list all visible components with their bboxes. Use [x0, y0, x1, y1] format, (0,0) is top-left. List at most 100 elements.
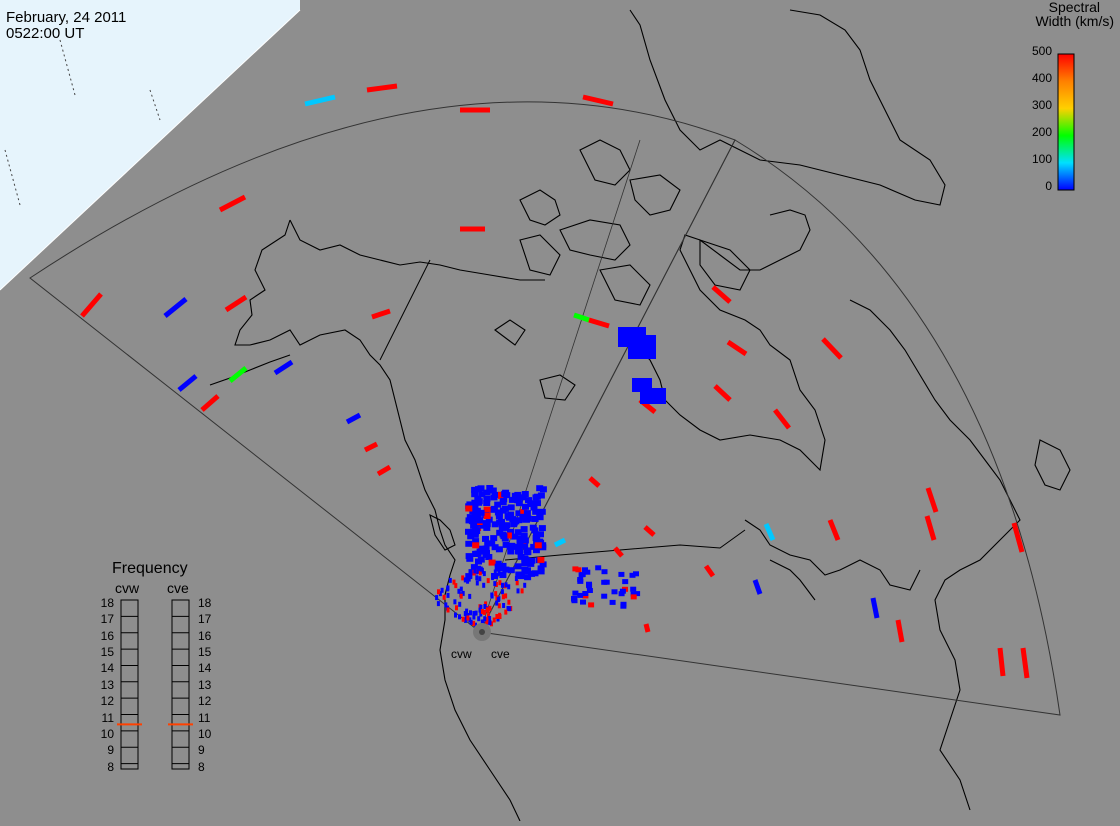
scatter-cell	[436, 601, 440, 607]
scatter-cell	[502, 541, 510, 548]
colorbar-tick-0: 0	[1045, 179, 1052, 193]
scatter-cell	[496, 597, 500, 603]
scatter-cell	[533, 493, 541, 500]
scatter-cell	[514, 548, 522, 555]
scatter-cell	[531, 516, 539, 522]
scatter-cell	[601, 569, 608, 575]
scatter-cell	[475, 575, 479, 581]
scatter-cell	[507, 584, 511, 590]
scatter-cell	[515, 500, 523, 507]
scatter-cell	[586, 581, 592, 587]
scatter-cell	[520, 588, 524, 594]
coastlines	[209, 9, 1071, 822]
scatter-dash	[643, 623, 651, 633]
scatter-cell	[475, 580, 479, 586]
scatter-cell	[483, 496, 491, 502]
scatter-cells	[80, 83, 1030, 679]
colorbar	[1057, 53, 1075, 191]
scatter-cell	[537, 531, 544, 538]
scatter-cell	[528, 570, 535, 577]
cve-freq-box	[171, 599, 190, 770]
scatter-cell	[446, 607, 450, 613]
time-label: 0522:00 UT	[6, 25, 85, 42]
scatter-cell	[511, 533, 519, 540]
scatter-cell	[579, 572, 586, 578]
radar-site-dot	[479, 629, 485, 635]
scatter-cell	[500, 533, 508, 540]
scatter-cell	[459, 593, 463, 599]
scatter-cell	[475, 486, 482, 493]
scatter-cell	[572, 590, 579, 596]
scatter-cell	[511, 492, 519, 499]
scatter-dash	[713, 384, 732, 402]
scatter-cell	[494, 582, 498, 587]
scatter-cell	[471, 491, 479, 498]
scatter-cell	[588, 602, 595, 608]
scatter-cell	[467, 533, 475, 540]
scatter-cell	[539, 544, 547, 551]
scatter-cell	[480, 609, 484, 614]
scatter-cell	[507, 567, 515, 574]
scatter-cell	[534, 542, 542, 549]
scatter-cell	[470, 522, 478, 529]
scatter-cell	[486, 608, 490, 614]
scatter-cell	[444, 602, 448, 608]
scatter-cell	[488, 559, 496, 566]
scatter-cell	[501, 594, 505, 600]
freq-scale-left-15: 15	[100, 645, 114, 660]
scatter-cell	[507, 599, 511, 605]
scatter-cell	[466, 514, 474, 521]
terminator-line	[0, 9, 301, 291]
scatter-cell	[494, 501, 502, 508]
scatter-cell	[472, 614, 476, 620]
fov-cve	[479, 139, 1061, 716]
scatter-dash	[997, 647, 1006, 677]
scatter-cell	[514, 529, 522, 536]
scatter-dash	[363, 441, 379, 453]
scatter-cell	[472, 538, 480, 545]
scatter-cell	[514, 563, 522, 570]
scatter-cell	[518, 542, 526, 549]
scatter-cell	[537, 492, 545, 499]
scatter-cell	[515, 510, 523, 517]
scatter-cell	[466, 615, 470, 621]
scatter-cell	[508, 606, 512, 612]
scatter-dash	[228, 366, 248, 383]
scatter-cell	[482, 582, 486, 588]
scatter-cell	[519, 494, 527, 501]
freq-scale-right-17: 17	[198, 612, 212, 627]
scatter-cell	[469, 508, 477, 515]
date-label: February, 24 2011	[6, 9, 127, 26]
scatter-cell	[471, 499, 479, 506]
scatter-cell	[504, 582, 508, 588]
scatter-dash	[1020, 647, 1030, 679]
scatter-cell	[496, 519, 504, 526]
daylight-region	[0, 0, 300, 290]
scatter-cell	[502, 603, 506, 608]
freq-scale-left-10: 10	[100, 726, 114, 741]
scatter-cell	[474, 610, 478, 616]
scatter-cell	[580, 599, 586, 605]
scatter-dash	[224, 294, 248, 313]
scatter-cell	[524, 574, 532, 581]
scatter-cell	[437, 589, 440, 595]
scatter-cell	[455, 605, 458, 611]
scatter-cell	[474, 622, 477, 628]
colorbar-tick-500: 500	[1031, 44, 1052, 58]
scatter-cell	[507, 528, 514, 535]
freq-scale-left-9: 9	[107, 743, 114, 758]
frequency-title: Frequency	[112, 560, 188, 577]
freq-scale-left-18: 18	[100, 596, 114, 610]
scatter-cell	[527, 501, 535, 508]
scatter-cell	[532, 534, 540, 541]
scatter-cell	[601, 593, 608, 599]
scatter-cell	[488, 616, 492, 621]
frequency-boxes	[120, 599, 190, 770]
fov-cvw	[29, 101, 736, 633]
freq-scale-right-14: 14	[198, 661, 212, 676]
scatter-cell	[483, 506, 491, 513]
scatter-cell	[521, 566, 529, 573]
scatter-dash	[304, 94, 336, 107]
scatter-cell	[469, 619, 473, 625]
